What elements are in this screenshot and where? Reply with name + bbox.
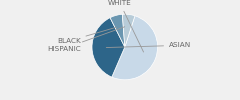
- Wedge shape: [112, 16, 158, 80]
- Wedge shape: [122, 14, 135, 47]
- Text: WHITE: WHITE: [108, 0, 144, 52]
- Wedge shape: [92, 18, 125, 77]
- Text: ASIAN: ASIAN: [106, 42, 191, 48]
- Wedge shape: [110, 14, 125, 47]
- Text: HISPANIC: HISPANIC: [47, 27, 125, 52]
- Text: BLACK: BLACK: [57, 27, 116, 44]
